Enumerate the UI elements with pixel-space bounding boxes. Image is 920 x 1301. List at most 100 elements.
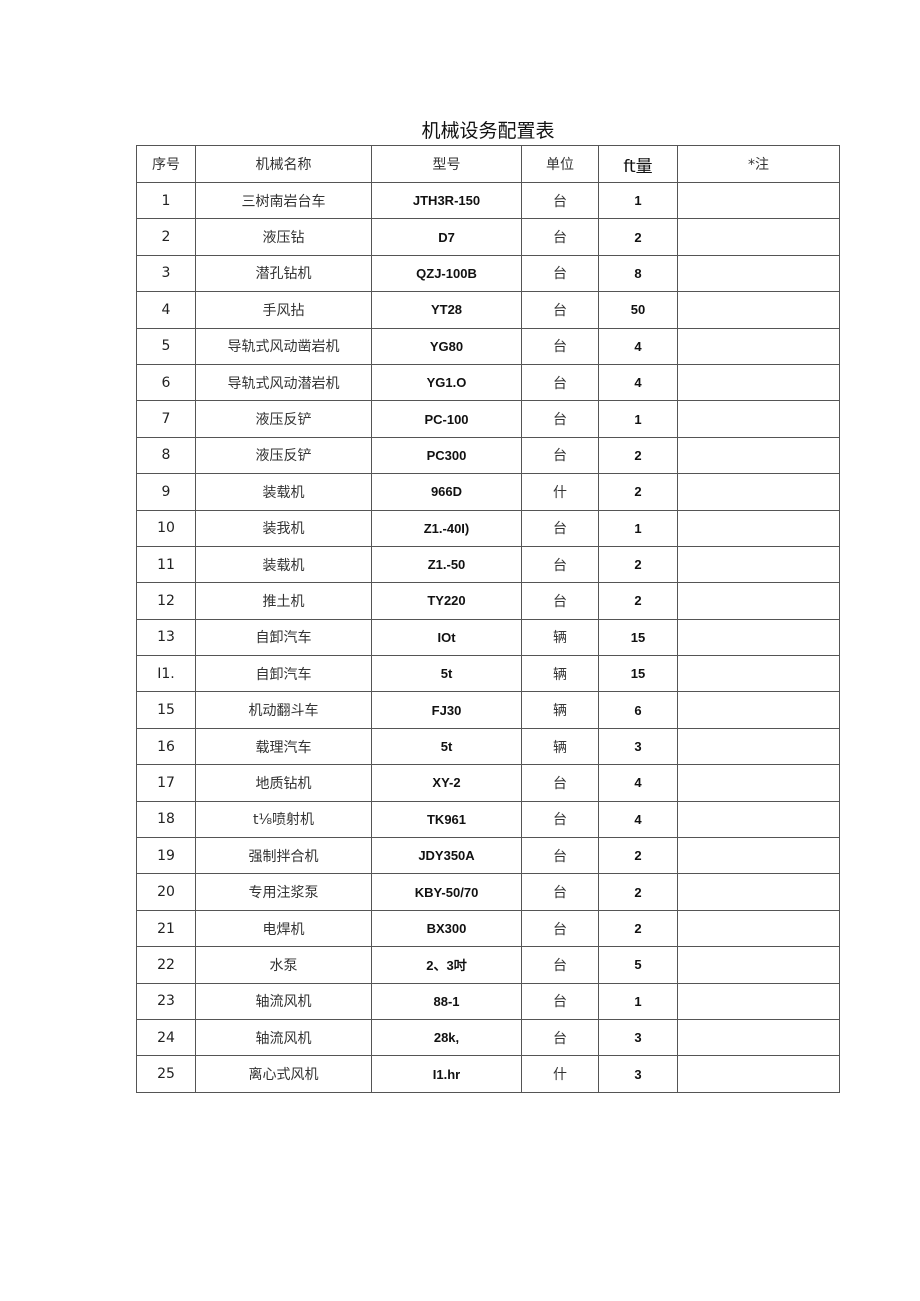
cell-no: 15 bbox=[136, 691, 196, 729]
cell-model: 2、3吋 bbox=[371, 946, 522, 984]
table-row: 21 电焊机 BX300 台 2 bbox=[136, 909, 840, 948]
cell-name: 手风拈 bbox=[195, 291, 372, 329]
cell-name: 自卸汽车 bbox=[195, 618, 372, 657]
table-row: 6 导轨式风动潜岩机 YG1.O 台 4 bbox=[136, 363, 840, 402]
cell-qty: 1 bbox=[598, 982, 678, 1020]
cell-model: JTH3R-150 bbox=[371, 181, 522, 220]
table-row: 12 推土机 TY220 台 2 bbox=[136, 582, 840, 620]
cell-name: 轴流风机 bbox=[195, 982, 372, 1020]
cell-unit: 什 bbox=[521, 1055, 599, 1094]
cell-name: 潜孔钻机 bbox=[195, 254, 372, 293]
cell-no: 25 bbox=[136, 1055, 196, 1094]
table-row: 15 机动翻斗车 FJ30 辆 6 bbox=[136, 691, 840, 729]
cell-unit: 辆 bbox=[521, 727, 599, 766]
table-row: 8 液压反铲 PC300 台 2 bbox=[136, 436, 840, 475]
table-row: 11 装载机 Z1.-50 台 2 bbox=[136, 545, 840, 584]
cell-qty: 2 bbox=[598, 837, 678, 875]
cell-note bbox=[677, 218, 840, 256]
cell-model: XY-2 bbox=[371, 764, 522, 802]
cell-note bbox=[677, 473, 840, 511]
table-row: 16 载理汽车 5t 辆 3 bbox=[136, 727, 840, 766]
cell-model: JDY350A bbox=[371, 837, 522, 875]
cell-note bbox=[677, 618, 840, 657]
cell-unit: 台 bbox=[521, 254, 599, 293]
cell-note bbox=[677, 400, 840, 438]
cell-unit: 台 bbox=[521, 291, 599, 329]
cell-unit: 台 bbox=[521, 436, 599, 475]
cell-name: 强制拌合机 bbox=[195, 837, 372, 875]
cell-unit: 台 bbox=[521, 218, 599, 256]
table-row: 17 地质钻机 XY-2 台 4 bbox=[136, 764, 840, 802]
cell-no: 21 bbox=[136, 909, 196, 948]
cell-model: YT28 bbox=[371, 291, 522, 329]
cell-no: 23 bbox=[136, 982, 196, 1020]
cell-model: Z1.-50 bbox=[371, 545, 522, 584]
header-row: 序号 机械名称 型号 单位 ft量 *注 bbox=[136, 145, 840, 183]
cell-qty: 5 bbox=[598, 946, 678, 984]
cell-no: 5 bbox=[136, 327, 196, 365]
cell-unit: 台 bbox=[521, 327, 599, 365]
cell-unit: 辆 bbox=[521, 691, 599, 729]
cell-unit: 台 bbox=[521, 400, 599, 438]
cell-note bbox=[677, 909, 840, 948]
cell-unit: 台 bbox=[521, 873, 599, 911]
cell-note bbox=[677, 436, 840, 475]
cell-note bbox=[677, 691, 840, 729]
cell-unit: 台 bbox=[521, 1018, 599, 1057]
table-row: 7 液压反铲 PC-100 台 1 bbox=[136, 400, 840, 438]
cell-qty: 2 bbox=[598, 582, 678, 620]
cell-no: 13 bbox=[136, 618, 196, 657]
cell-qty: 8 bbox=[598, 254, 678, 293]
cell-qty: 2 bbox=[598, 909, 678, 948]
cell-name: 液压钻 bbox=[195, 218, 372, 256]
cell-qty: 1 bbox=[598, 400, 678, 438]
cell-name: 专用注浆泵 bbox=[195, 873, 372, 911]
cell-model: 5t bbox=[371, 655, 522, 693]
table-row: 3 潜孔钻机 QZJ-100B 台 8 bbox=[136, 254, 840, 293]
cell-note bbox=[677, 545, 840, 584]
cell-name: 液压反铲 bbox=[195, 436, 372, 475]
cell-model: BX300 bbox=[371, 909, 522, 948]
cell-name: 装我机 bbox=[195, 509, 372, 547]
cell-no: 16 bbox=[136, 727, 196, 766]
cell-name: 水泵 bbox=[195, 946, 372, 984]
cell-no: 7 bbox=[136, 400, 196, 438]
table-row: 18 t⅛喷射机 TK961 台 4 bbox=[136, 800, 840, 839]
cell-model: 966D bbox=[371, 473, 522, 511]
cell-unit: 台 bbox=[521, 509, 599, 547]
cell-qty: 3 bbox=[598, 1055, 678, 1094]
cell-name: 地质钻机 bbox=[195, 764, 372, 802]
cell-note bbox=[677, 1018, 840, 1057]
cell-no: I1. bbox=[136, 655, 196, 693]
cell-unit: 台 bbox=[521, 837, 599, 875]
cell-model: IOt bbox=[371, 618, 522, 657]
cell-note bbox=[677, 363, 840, 402]
equipment-table: 序号 机械名称 型号 单位 ft量 *注 1 三树南岩台车 JTH3R-150 台 1 2… bbox=[136, 145, 840, 1094]
cell-name: 液压反铲 bbox=[195, 400, 372, 438]
cell-qty: 4 bbox=[598, 327, 678, 365]
cell-name: t⅛喷射机 bbox=[195, 800, 372, 839]
cell-note bbox=[677, 873, 840, 911]
cell-note bbox=[677, 982, 840, 1020]
cell-qty: 15 bbox=[598, 618, 678, 657]
cell-note bbox=[677, 509, 840, 547]
table-row: 13 自卸汽车 IOt 辆 15 bbox=[136, 618, 840, 657]
cell-no: 4 bbox=[136, 291, 196, 329]
cell-unit: 台 bbox=[521, 909, 599, 948]
cell-unit: 什 bbox=[521, 473, 599, 511]
cell-no: 18 bbox=[136, 800, 196, 839]
table-row: 4 手风拈 YT28 台 50 bbox=[136, 291, 840, 329]
cell-qty: 1 bbox=[598, 509, 678, 547]
header-unit: 单位 bbox=[521, 145, 599, 183]
cell-qty: 2 bbox=[598, 436, 678, 475]
cell-no: 11 bbox=[136, 545, 196, 584]
cell-model: 28k, bbox=[371, 1018, 522, 1057]
cell-name: 自卸汽车 bbox=[195, 655, 372, 693]
cell-note bbox=[677, 764, 840, 802]
cell-note bbox=[677, 582, 840, 620]
header-no: 序号 bbox=[136, 145, 196, 183]
cell-name: 机动翻斗车 bbox=[195, 691, 372, 729]
page-title: 机械设务配置表 bbox=[421, 120, 555, 142]
cell-note bbox=[677, 800, 840, 839]
table-row: 25 离心式风机 I1.hr 什 3 bbox=[136, 1055, 840, 1094]
